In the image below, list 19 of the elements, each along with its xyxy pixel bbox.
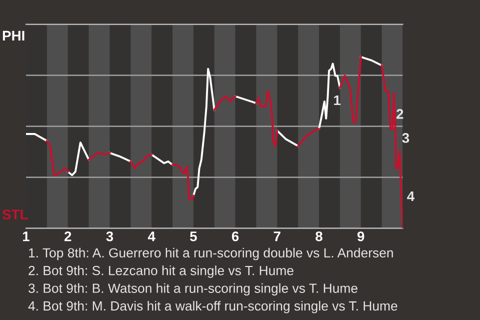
x-tick-label: 1 (23, 232, 30, 242)
text: PHI (2, 30, 24, 40)
x-tick-label: 4 (148, 232, 156, 242)
x-tick-label: 5 (190, 232, 197, 242)
text: 1. Top 8th: A. Guerrero hit a run-scoring double vs L. Andersen (29, 248, 393, 260)
x-tick-label: 9 (357, 231, 364, 242)
text: 3. Bot 9th: B. Watson hit a run-scoring single vs T. Hume (28, 283, 358, 296)
x-tick-label: 7 (274, 232, 280, 242)
annotation: 2 (396, 109, 404, 119)
annotation: 1 (334, 95, 341, 106)
annotation: 4 (407, 191, 415, 202)
x-tick-label: 6 (232, 231, 239, 242)
text: 2. Bot 9th: S. Lezcano hit a single vs T. Hume (28, 266, 294, 278)
text: 4. Bot 9th: M. Davis hit a walk-off run-scoring single vs T. Hume (28, 300, 398, 314)
annotation: STL (2, 210, 28, 220)
annotation: 3 (402, 133, 410, 143)
x-tick-label: 8 (316, 231, 322, 242)
x-tick-label: 2 (64, 231, 72, 242)
x-tick-label: 3 (106, 231, 114, 242)
